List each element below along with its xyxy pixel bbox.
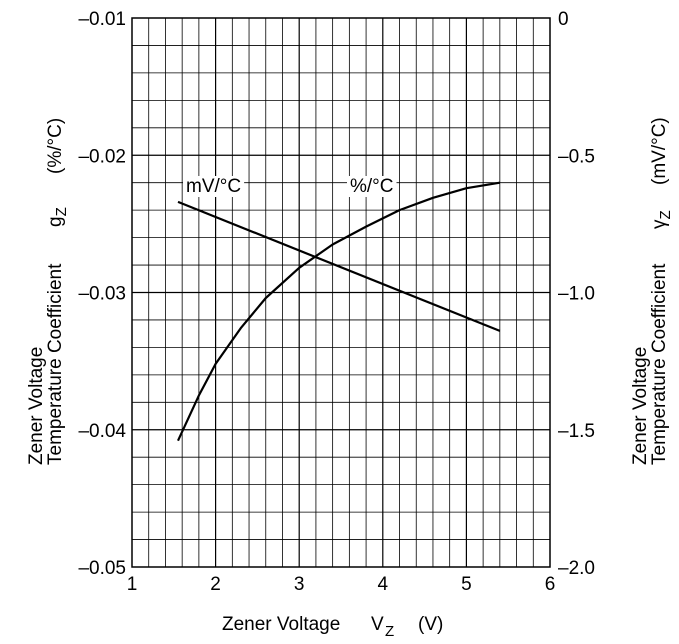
plot-frame (131, 17, 551, 568)
svg-text:Zener Voltage: Zener Voltage (630, 347, 651, 465)
left-tick-label: –0.05 (78, 558, 126, 579)
series-label-pct: %/°C (350, 176, 394, 197)
grid (132, 18, 550, 567)
x-tick-label: 5 (461, 574, 472, 595)
svg-text:(mV/°C): (mV/°C) (649, 117, 670, 185)
svg-text:Zener Voltage: Zener Voltage (26, 347, 47, 465)
annotation-background (347, 176, 397, 197)
x-tick-label: 2 (210, 574, 221, 595)
x-axis-label: Zener Voltage VZ (V) (222, 614, 443, 640)
right-tick-label: –0.5 (558, 146, 595, 167)
svg-text:gZ: gZ (45, 207, 70, 227)
x-tick-label: 6 (545, 574, 556, 595)
left-tick-label: –0.03 (78, 284, 126, 305)
series-line-1 (177, 200, 501, 332)
left-axis-label: Zener Voltage Temperature Coefficient gZ… (26, 118, 70, 465)
left-tick-label: –0.01 (78, 9, 126, 30)
x-tick-label: 1 (127, 574, 138, 595)
svg-text:Temperature Coefficient: Temperature Coefficient (45, 263, 66, 465)
series-group (177, 181, 501, 442)
x-tick-label: 3 (294, 574, 305, 595)
right-tick-label: –1.0 (558, 284, 595, 305)
annotation-background (183, 176, 245, 197)
right-tick-label: 0 (558, 9, 569, 30)
right-axis-label: Zener Voltage Temperature Coefficient γZ… (630, 117, 674, 465)
left-tick-label: –0.02 (78, 146, 126, 167)
svg-text:(%/°C): (%/°C) (45, 118, 66, 174)
svg-text:Temperature Coefficient: Temperature Coefficient (649, 263, 670, 465)
svg-text:γZ: γZ (649, 210, 674, 229)
x-tick-label: 4 (378, 574, 389, 595)
series-label-mv: mV/°C (186, 176, 241, 197)
right-tick-label: –1.5 (558, 421, 595, 442)
tick-labels: 1 2 3 4 5 6 –0.01 –0.02 –0.03 –0.04 –0.05 0 –0.5 –1.0… (78, 9, 595, 595)
left-tick-label: –0.04 (78, 421, 126, 442)
right-tick-label: –2.0 (558, 558, 595, 579)
